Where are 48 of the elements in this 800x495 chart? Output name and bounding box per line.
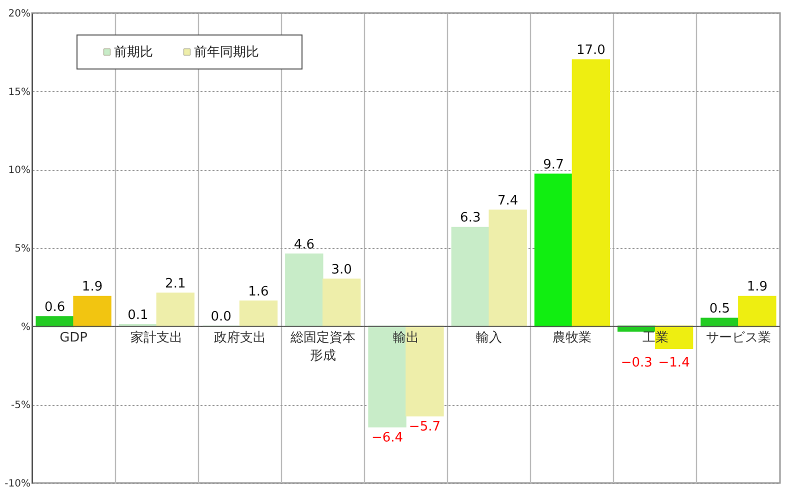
data-label: 0.1 [128, 308, 148, 323]
data-label: 17.0 [576, 43, 606, 58]
bar [36, 316, 74, 328]
bar [488, 210, 527, 328]
bar [451, 226, 490, 328]
x-tick-label: 政府支出 [214, 329, 266, 346]
data-label: 0.0 [210, 309, 232, 324]
bar [738, 296, 776, 328]
bar [406, 326, 444, 416]
bar [285, 254, 324, 328]
y-tick-label: 5% [14, 244, 30, 254]
data-label: 7.4 [497, 193, 518, 208]
data-label: 2.1 [165, 276, 186, 292]
bar [368, 326, 406, 428]
legend-label: 前年同期比 [194, 45, 259, 60]
bar [534, 174, 573, 328]
data-label: 0.5 [709, 302, 730, 316]
data-label: 1.6 [248, 284, 269, 300]
x-tick-label: 家計支出 [130, 329, 183, 346]
x-tick-label: 輸出 [393, 330, 419, 346]
data-label: −1.4 [658, 355, 690, 370]
legend-label: 前期比 [114, 45, 153, 60]
bar [73, 296, 112, 328]
bar [239, 300, 278, 328]
data-label: 1.9 [82, 280, 103, 295]
data-label: −5.7 [408, 420, 441, 435]
y-tick-label: % [20, 322, 30, 333]
y-tick-label: 10% [8, 165, 30, 176]
data-label: 1.9 [746, 280, 768, 295]
y-tick-label: 20% [8, 8, 30, 20]
y-tick-label: -10% [4, 478, 30, 490]
x-tick-label: 総固定資本形成 [289, 330, 356, 364]
data-label: 4.6 [294, 237, 315, 252]
data-label: 0.6 [44, 300, 66, 315]
x-tick-label: GDP [60, 330, 88, 346]
data-label: 6.3 [460, 210, 481, 226]
bar [322, 278, 361, 328]
x-tick-label: 農牧業 [552, 330, 592, 346]
y-tick-label: -5% [11, 400, 30, 412]
x-tick-label: サービス業 [706, 330, 771, 346]
bar [572, 59, 610, 328]
bar [156, 292, 194, 328]
data-label: −6.4 [371, 430, 404, 446]
data-label: 3.0 [331, 262, 352, 278]
x-tick-label: 輸入 [476, 330, 502, 346]
y-tick-label: 15% [8, 86, 30, 98]
data-label: 9.7 [543, 157, 564, 172]
data-label: −0.3 [620, 355, 652, 370]
